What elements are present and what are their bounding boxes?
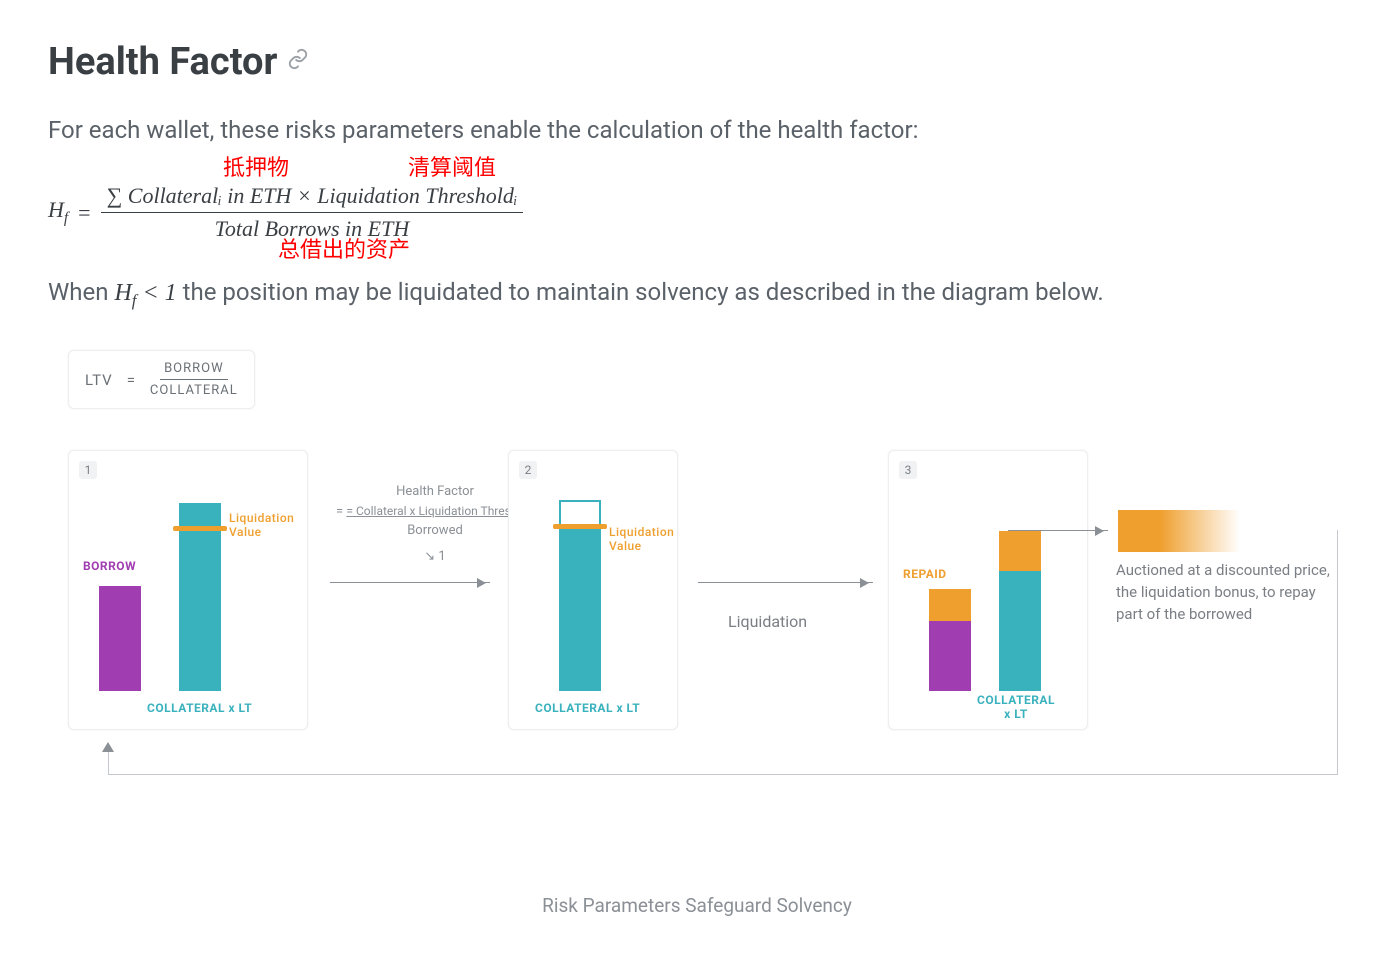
panel-3-coll-label: COLLATERAL x LT: [977, 693, 1055, 721]
when-suffix: the position may be liquidated to mainta…: [183, 278, 1104, 306]
liquidation-diagram: LTV = BORROW COLLATERAL 1 BORROW Liquida…: [48, 350, 1338, 870]
panel-1-lt-line: [173, 526, 227, 531]
feedback-arrow-icon: [102, 736, 114, 752]
panel-1-borrow-bar: [99, 586, 141, 691]
intro-paragraph: For each wallet, these risks parameters …: [48, 114, 1346, 148]
title-text: Health Factor: [48, 40, 277, 84]
panel-3-top-orange: [999, 531, 1041, 571]
panel-3: 3 REPAID COLLATERAL x LT: [888, 450, 1088, 730]
ltv-eq: =: [127, 371, 136, 389]
ltv-fraction: BORROW COLLATERAL: [150, 361, 238, 398]
diagram-caption: Risk Parameters Safeguard Solvency: [48, 894, 1346, 917]
feedback-line-left: [108, 750, 109, 775]
panel-1-coll-label: COLLATERAL x LT: [147, 701, 252, 715]
panel-2-outline: [559, 500, 601, 526]
hf-denominator: Total Borrows in ETH: [215, 213, 410, 244]
panel-2-lt-line: [553, 524, 607, 529]
when-math: Hf < 1: [114, 280, 176, 306]
auction-text: Auctioned at a discounted price, the liq…: [1116, 560, 1346, 625]
hf-numerator: ∑ Collateralᵢ in ETH × Liquidation Thres…: [101, 182, 524, 214]
panel-2-badge: 2: [519, 461, 537, 479]
ltv-formula-box: LTV = BORROW COLLATERAL: [68, 350, 255, 409]
hf-lhs: Hf: [48, 197, 68, 227]
hf-equation: Hf = ∑ Collateralᵢ in ETH × Liquidation …: [48, 182, 523, 244]
arrow-2: [698, 582, 873, 583]
auction-block: [1118, 510, 1160, 552]
panel-2-liq-label: Liquidation Value: [609, 525, 674, 553]
health-factor-formula: 抵押物 清算阈值 总借出的资产 Hf = ∑ Collateralᵢ in ET…: [48, 154, 1346, 264]
hf-eq-sign: =: [78, 200, 90, 226]
page-title: Health Factor: [48, 40, 1346, 84]
arrow-3: [1008, 530, 1108, 531]
hf-sub: f: [64, 210, 68, 227]
panel-3-repaid-label: REPAID: [903, 567, 947, 581]
panel-3-badge: 3: [899, 461, 917, 479]
when-H: H: [114, 280, 131, 306]
panel-3-collateral-bar: [999, 571, 1041, 691]
arrow-1: [330, 582, 490, 583]
when-prefix: When: [48, 278, 114, 306]
when-paragraph: When Hf < 1 the position may be liquidat…: [48, 278, 1346, 311]
panel-1-collateral-bar: [179, 503, 221, 691]
panel-2-coll-label: COLLATERAL x LT: [535, 701, 640, 715]
hf-mid-2: = Collateral x Liquidation Threshold: [346, 504, 534, 518]
panel-1: 1 BORROW Liquidation Value COLLATERAL x …: [68, 450, 308, 730]
ltv-den: COLLATERAL: [150, 380, 238, 398]
ltv-label: LTV: [85, 371, 113, 389]
ltv-num: BORROW: [160, 361, 228, 380]
auction-fade: [1160, 510, 1240, 552]
panel-3-borrow-bar: [929, 621, 971, 691]
panel-1-borrow-label: BORROW: [83, 559, 136, 573]
hf-fraction: ∑ Collateralᵢ in ETH × Liquidation Thres…: [101, 182, 524, 244]
annotation-collateral-cn: 抵押物: [223, 150, 289, 182]
panel-2-collateral-bar: [559, 526, 601, 691]
hf-H: H: [48, 197, 64, 222]
panel-3-repaid-bar: [929, 589, 971, 621]
when-lt: < 1: [136, 280, 176, 306]
panel-1-badge: 1: [79, 461, 97, 479]
panel-1-liq-label: Liquidation Value: [229, 511, 294, 539]
panel-2: 2 Liquidation Value COLLATERAL x LT: [508, 450, 678, 730]
liquidation-caption: Liquidation: [728, 612, 807, 631]
feedback-line-bottom: [108, 774, 1338, 775]
anchor-link-icon[interactable]: [287, 48, 309, 76]
annotation-threshold-cn: 清算阈值: [408, 150, 496, 182]
